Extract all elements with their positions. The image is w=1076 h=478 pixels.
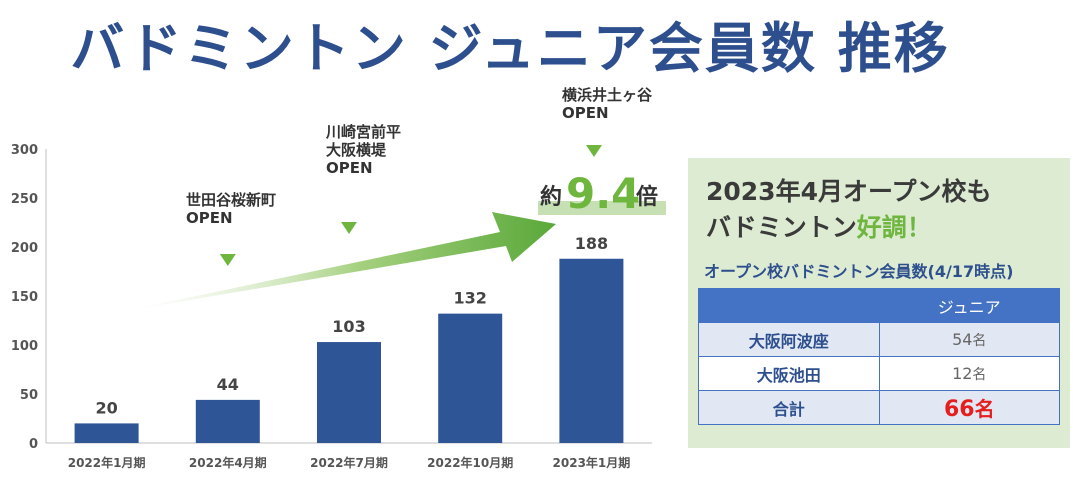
x-tick-label: 2022年4月期 [189,455,267,470]
growth-prefix: 約 [540,184,562,210]
annotation-marker [586,145,602,157]
annotation-text: OPEN [326,159,373,177]
annotation-text: 世田谷桜新町 [186,191,276,209]
header-blank [698,288,880,323]
growth-value: 9.4 [566,169,640,218]
total-value: 66名 [878,390,1060,425]
row-name: 大阪阿波座 [698,322,880,357]
data-label: 103 [332,317,365,336]
y-tick-label: 250 [11,192,38,207]
y-tick-label: 300 [11,143,38,158]
annotation-text: OPEN [186,209,233,227]
bar [74,423,139,443]
annotation-marker [341,222,357,234]
data-label: 20 [95,398,117,417]
bar [317,342,381,443]
total-value-number: 66 [943,397,975,422]
table-header-row: ジュニア [698,288,1060,323]
bar [195,399,260,443]
total-name: 合計 [698,390,880,425]
headline-highlight: 好調！ [856,213,932,242]
row-value-number: 12 [952,363,973,383]
table-row: 大阪阿波座 54名 [698,322,1060,357]
growth-arrow [120,212,556,312]
y-tick-label: 100 [11,339,38,354]
bar [559,258,624,443]
y-tick-label: 0 [29,437,38,452]
y-tick-label: 200 [11,241,38,256]
headline-line2-text: バドミントン [706,213,857,242]
x-tick-label: 2022年10月期 [427,455,513,470]
panel-headline: 2023年4月オープン校も バドミントン好調！ [706,174,991,246]
y-tick-label: 150 [11,290,38,305]
y-tick-label: 50 [20,388,38,403]
row-value-unit: 名 [972,366,987,383]
table-row: 大阪池田 12名 [698,356,1060,391]
bar-chart: 0 50 100 150 200 250 300 20 2022年1月期 44 2022年4月期 1… [11,86,666,470]
row-value-unit: 名 [972,332,987,349]
annotation-text: 横浜井土ヶ谷 [562,86,653,104]
data-label: 132 [453,289,486,308]
headline-line2: バドミントン好調！ [706,210,991,246]
row-name: 大阪池田 [698,356,880,391]
row-value: 12名 [878,356,1060,391]
x-tick-label: 2022年1月期 [68,455,146,470]
opening-panel: 2023年4月オープン校も バドミントン好調！ オープン校バドミントン会員数(4… [688,158,1070,448]
row-value-number: 54 [952,329,973,349]
table-total-row: 合計 66名 [698,390,1060,425]
members-table: ジュニア 大阪阿波座 54名 大阪池田 12名 合計 66名 [698,288,1060,425]
growth-highlight [538,201,666,215]
data-label: 188 [575,234,608,253]
page-title: バドミントン ジュニア会員数 推移 [70,17,950,80]
annotation-text: 川崎宮前平 [325,123,401,141]
x-tick-label: 2022年7月期 [310,455,388,470]
annotation-text: OPEN [562,104,609,122]
annotation-text: 大阪横堤 [326,141,387,159]
annotation-marker [219,254,236,266]
row-value: 54名 [878,322,1060,357]
header-junior: ジュニア [878,288,1060,323]
headline-line1: 2023年4月オープン校も [706,177,992,206]
x-tick-label: 2023年1月期 [553,455,631,470]
bar [438,313,503,443]
data-label: 44 [217,375,239,394]
total-value-unit: 名 [974,397,995,421]
growth-suffix: 倍 [636,184,658,210]
panel-subtitle: オープン校バドミントン会員数(4/17時点) [704,262,1014,281]
